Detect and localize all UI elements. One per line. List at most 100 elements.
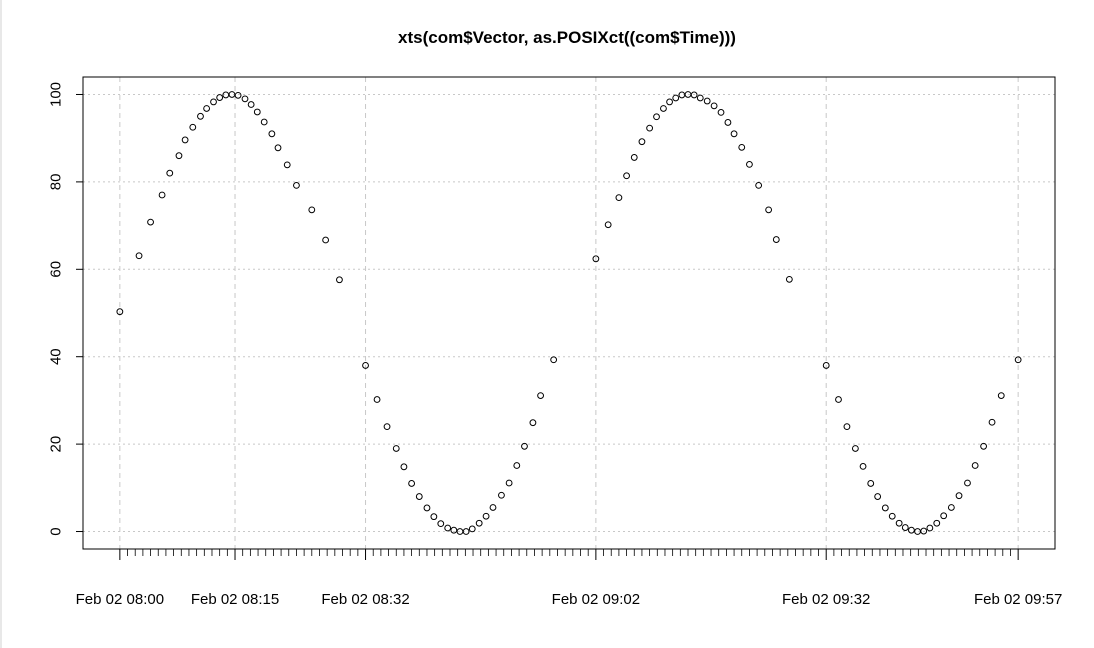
- data-point: [746, 161, 753, 168]
- data-point: [322, 236, 330, 244]
- x-tick-label: Feb 02 09:32: [782, 591, 870, 608]
- data-point: [672, 94, 680, 102]
- data-point: [933, 519, 941, 527]
- data-point: [498, 491, 505, 499]
- data-point: [116, 308, 124, 316]
- data-point: [717, 109, 725, 116]
- data-point: [881, 504, 889, 512]
- data-point: [666, 98, 673, 106]
- data-point: [895, 519, 903, 527]
- data-point: [362, 362, 369, 369]
- data-point: [980, 442, 987, 450]
- data-point: [765, 206, 773, 214]
- data-point: [210, 98, 217, 106]
- data-point: [489, 504, 497, 511]
- data-point: [197, 112, 204, 120]
- data-point: [383, 423, 391, 431]
- data-point: [690, 91, 698, 99]
- data-point: [874, 493, 882, 500]
- data-point: [822, 362, 830, 369]
- data-point: [630, 154, 638, 161]
- data-point: [444, 524, 452, 532]
- data-point: [234, 91, 242, 99]
- data-point: [158, 191, 166, 199]
- y-tick-label: 20: [47, 436, 64, 453]
- data-point: [216, 94, 224, 101]
- data-point: [283, 161, 291, 169]
- data-point: [772, 236, 780, 243]
- y-tick-label: 0: [47, 527, 64, 535]
- data-point: [513, 462, 521, 469]
- data-point: [615, 194, 623, 202]
- data-point: [293, 181, 300, 189]
- data-point: [247, 101, 255, 108]
- grid-layer: [83, 77, 1055, 549]
- data-point: [653, 113, 660, 121]
- data-point: [175, 152, 183, 160]
- x-tick-label: Feb 02 08:32: [321, 591, 409, 608]
- data-point: [971, 462, 979, 469]
- y-tick-label: 100: [47, 82, 64, 107]
- data-point: [835, 396, 842, 403]
- data-point: [703, 97, 711, 105]
- data-point: [997, 392, 1005, 400]
- data-point: [147, 218, 154, 226]
- data-point: [550, 356, 558, 364]
- y-tick-label: 80: [47, 174, 64, 191]
- data-point: [710, 102, 718, 110]
- data-point: [253, 108, 261, 116]
- data-point: [373, 396, 381, 403]
- data-point: [859, 463, 867, 470]
- x-tick-label: Feb 02 09:57: [974, 591, 1062, 608]
- data-point: [908, 526, 915, 534]
- data-point: [947, 504, 955, 511]
- chart-title: xts(com$Vector, as.POSIXct((com$Time))): [398, 28, 736, 47]
- data-point: [135, 252, 143, 260]
- data-point: [696, 94, 704, 102]
- data-point: [988, 418, 996, 426]
- data-point: [437, 520, 445, 528]
- data-point: [521, 442, 528, 450]
- data-point: [415, 493, 423, 500]
- y-tick-label: 60: [47, 261, 64, 278]
- data-point: [430, 513, 438, 521]
- data-point: [955, 492, 963, 500]
- data-point: [660, 105, 667, 112]
- data-point: [166, 169, 174, 177]
- data-point: [189, 123, 197, 131]
- x-tick-label: Feb 02 08:15: [191, 591, 279, 608]
- data-point: [888, 512, 896, 520]
- data-point: [260, 118, 268, 126]
- data-point: [400, 463, 408, 471]
- data-point: [623, 172, 630, 180]
- data-point: [537, 392, 544, 400]
- data-point: [920, 527, 928, 535]
- data-point: [785, 275, 793, 283]
- data-point: [1014, 356, 1022, 364]
- data-point: [408, 480, 416, 487]
- data-point: [468, 525, 476, 533]
- data-point: [638, 138, 646, 146]
- data-point: [851, 445, 859, 452]
- data-point: [964, 479, 971, 487]
- data-point: [241, 95, 249, 103]
- data-point: [450, 526, 458, 534]
- axis-layer: 0 20 40 60 80 100 Feb 02 08:00 Feb 02 08:15 Feb …: [47, 82, 1062, 608]
- data-point: [926, 524, 934, 532]
- data-point: [308, 206, 316, 214]
- data-point: [392, 445, 400, 452]
- data-point: [203, 105, 211, 112]
- data-point: [940, 512, 948, 520]
- data-point: [529, 419, 537, 427]
- data-point: [268, 130, 276, 138]
- data-point: [646, 124, 654, 132]
- data-point: [505, 479, 513, 487]
- data-point: [482, 512, 490, 520]
- data-point: [274, 144, 282, 152]
- x-tick-label: Feb 02 09:02: [552, 591, 640, 608]
- data-point: [724, 119, 732, 126]
- data-point: [592, 255, 600, 263]
- data-point: [423, 504, 431, 512]
